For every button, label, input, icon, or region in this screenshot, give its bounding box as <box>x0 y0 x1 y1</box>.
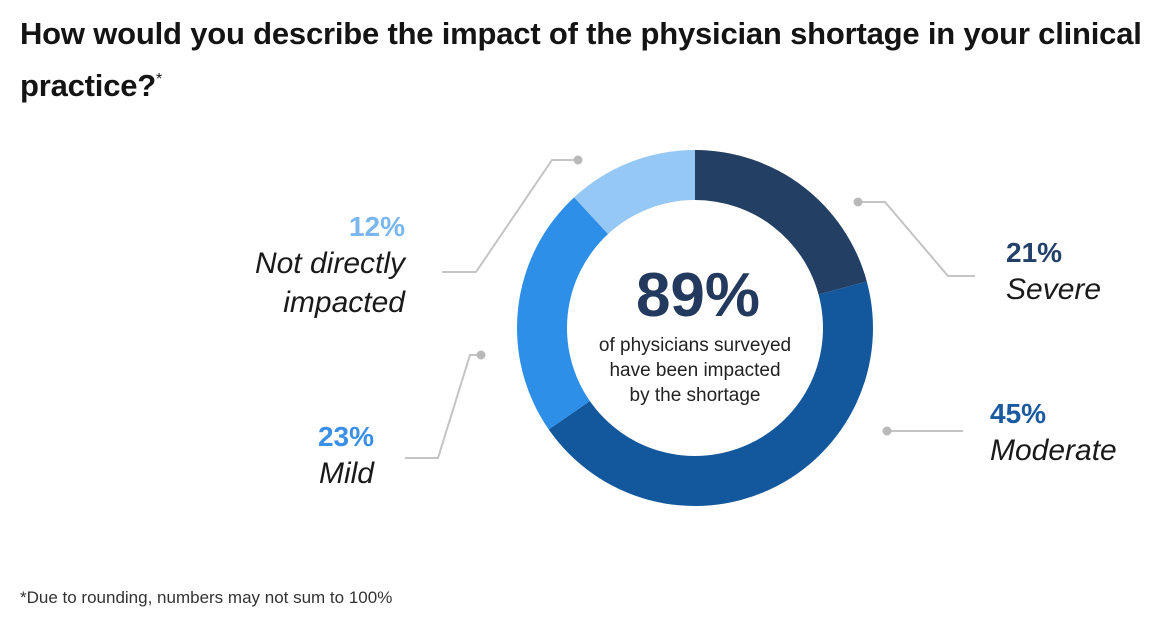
chart-title: How would you describe the impact of the… <box>20 8 1150 112</box>
donut-slice-mild <box>517 197 609 430</box>
leader-dot-not_directly <box>573 155 583 165</box>
label-not-directly-value: 12% <box>348 211 405 242</box>
center-caption-line-3: by the shortage <box>630 385 761 406</box>
label-moderate-value: 45% <box>990 398 1047 429</box>
title-footnote-marker: * <box>156 71 163 88</box>
footnote: *Due to rounding, numbers may not sum to… <box>20 588 393 607</box>
center-caption-line-2: have been impacted <box>609 360 780 381</box>
leader-dot-severe <box>853 197 863 207</box>
donut-slice-moderate <box>548 281 874 507</box>
donut-slice-severe <box>695 150 867 295</box>
donut-slices <box>517 150 874 507</box>
label-mild-value: 23% <box>317 421 374 452</box>
donut-slice-not_directly <box>574 150 695 235</box>
center-value: 89% <box>636 261 760 330</box>
leader-line-not_directly <box>442 159 578 273</box>
label-mild: 23% Mild <box>250 420 374 493</box>
center-caption-line-1: of physicians surveyed <box>599 335 791 356</box>
leader-dot-mild <box>476 350 486 360</box>
label-not-directly-impacted: 12% Not directly impacted <box>180 210 405 322</box>
leader-line-mild <box>405 354 481 459</box>
label-moderate-name: Moderate <box>990 433 1117 467</box>
leader-line-severe <box>858 201 975 277</box>
label-severe-value: 21% <box>1006 237 1063 268</box>
label-severe: 21% Severe <box>1006 236 1101 309</box>
label-not-directly-name: Not directly impacted <box>254 246 405 319</box>
label-severe-name: Severe <box>1006 272 1102 306</box>
chart-title-text: How would you describe the impact of the… <box>20 16 1142 103</box>
label-moderate: 45% Moderate <box>990 397 1117 470</box>
leader-lines <box>405 155 975 459</box>
label-mild-name: Mild <box>318 456 374 490</box>
leader-dot-moderate <box>882 426 892 436</box>
